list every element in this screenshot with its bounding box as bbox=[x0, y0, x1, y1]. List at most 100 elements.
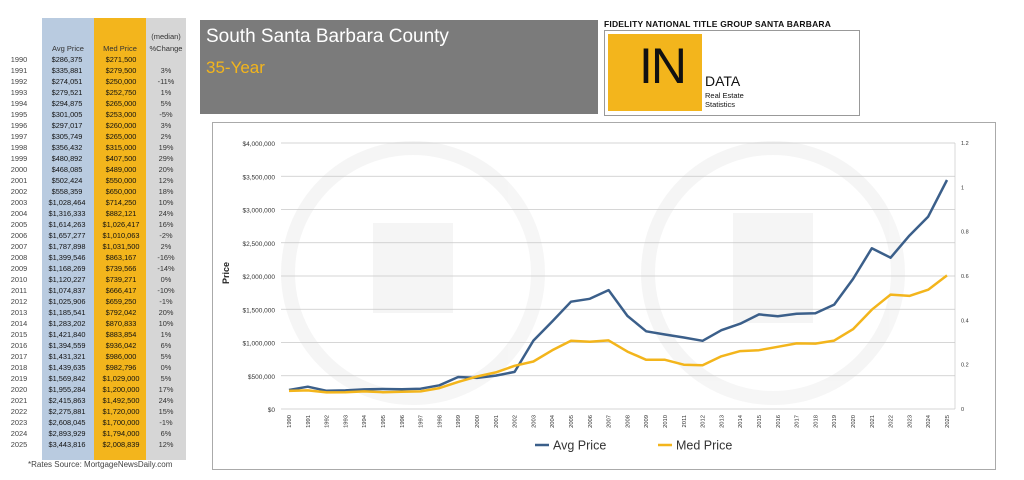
table-row: 2018 $1,439,635 $982,796 0% bbox=[4, 362, 186, 373]
cell-avg: $1,316,333 bbox=[48, 209, 86, 218]
y2-tick-label: 0.8 bbox=[961, 230, 969, 236]
cell-chg: 20% bbox=[158, 308, 174, 317]
cell-year: 2008 bbox=[10, 253, 28, 262]
table-row: 1997 $305,749 $265,000 2% bbox=[4, 131, 186, 142]
cell-avg: $1,185,541 bbox=[48, 308, 86, 317]
x-tick-label: 2016 bbox=[776, 415, 782, 428]
cell-med: $407,500 bbox=[105, 154, 137, 163]
cell-med: $489,000 bbox=[105, 165, 137, 174]
x-tick-label: 1992 bbox=[325, 415, 331, 428]
cell-avg: $502,424 bbox=[51, 176, 83, 185]
cell-chg: -11% bbox=[157, 77, 175, 86]
cell-avg: $2,415,863 bbox=[48, 396, 86, 405]
table-row: 2016 $1,394,559 $936,042 6% bbox=[4, 340, 186, 351]
cell-chg: 15% bbox=[158, 407, 174, 416]
cell-med: $870,833 bbox=[105, 319, 137, 328]
cell-med: $265,000 bbox=[105, 132, 137, 141]
y-tick-label: $500,000 bbox=[248, 374, 275, 381]
x-tick-label: 2017 bbox=[795, 415, 801, 428]
cell-med: $986,000 bbox=[105, 352, 137, 361]
table-row: 1991 $335,881 $279,500 3% bbox=[4, 65, 186, 76]
cell-chg: 3% bbox=[160, 66, 172, 75]
table-row: 2015 $1,421,840 $883,854 1% bbox=[4, 329, 186, 340]
cell-year: 1990 bbox=[10, 55, 28, 64]
header-avg: Avg Price bbox=[52, 44, 84, 53]
table-row: 2020 $1,955,284 $1,200,000 17% bbox=[4, 384, 186, 395]
x-tick-label: 2018 bbox=[813, 415, 819, 428]
logo-sub2: Statistics bbox=[705, 100, 736, 109]
cell-avg: $356,432 bbox=[51, 143, 83, 152]
cell-med: $792,042 bbox=[105, 308, 137, 317]
cell-chg: -5% bbox=[159, 110, 173, 119]
cell-med: $1,720,000 bbox=[102, 407, 140, 416]
cell-year: 1994 bbox=[10, 99, 28, 108]
table-row: 2019 $1,569,842 $1,029,000 5% bbox=[4, 373, 186, 384]
line-chart-svg: $0 $500,000 $1,000,000 $1,500,000 $2,000,000… bbox=[221, 141, 969, 453]
cell-avg: $1,120,227 bbox=[48, 275, 86, 284]
cell-chg: -14% bbox=[157, 264, 175, 273]
x-tick-label: 1998 bbox=[437, 415, 443, 428]
cell-chg: -2% bbox=[159, 231, 173, 240]
cell-avg: $1,074,837 bbox=[48, 286, 86, 295]
table-header: Avg Price Med Price (median) %Change bbox=[4, 18, 186, 58]
cell-year: 1992 bbox=[10, 77, 28, 86]
cell-chg: 0% bbox=[160, 363, 172, 372]
logo-square bbox=[608, 34, 702, 111]
cell-med: $666,417 bbox=[105, 286, 137, 295]
cell-year: 2007 bbox=[10, 242, 28, 251]
cell-avg: $301,005 bbox=[51, 110, 83, 119]
cell-avg: $2,275,881 bbox=[48, 407, 86, 416]
cell-year: 1997 bbox=[10, 132, 28, 141]
table-row: 2022 $2,275,881 $1,720,000 15% bbox=[4, 406, 186, 417]
cell-chg: 6% bbox=[160, 429, 172, 438]
x-tick-label: 2015 bbox=[757, 415, 763, 428]
x-tick-label: 1996 bbox=[400, 415, 406, 428]
y2-tick-label: 0.6 bbox=[961, 274, 969, 280]
cell-med: $315,000 bbox=[105, 143, 137, 152]
x-tick-label: 1994 bbox=[362, 414, 368, 428]
table-row: 1998 $356,432 $315,000 19% bbox=[4, 142, 186, 153]
cell-year: 2025 bbox=[10, 440, 28, 449]
cell-chg: 2% bbox=[160, 242, 172, 251]
chart-legend: Avg Price Med Price bbox=[535, 439, 732, 453]
table-row: 2006 $1,657,277 $1,010,063 -2% bbox=[4, 230, 186, 241]
cell-avg: $279,521 bbox=[51, 88, 83, 97]
cell-avg: $274,051 bbox=[51, 77, 83, 86]
cell-year: 2023 bbox=[10, 418, 28, 427]
cell-avg: $297,017 bbox=[51, 121, 83, 130]
x-tick-label: 2007 bbox=[607, 415, 613, 428]
cell-year: 2017 bbox=[10, 352, 28, 361]
table-row: 2025 $3,443,816 $2,008,839 12% bbox=[4, 439, 186, 450]
cell-avg: $2,893,929 bbox=[48, 429, 86, 438]
cell-med: $714,250 bbox=[105, 198, 137, 207]
cell-avg: $286,375 bbox=[51, 55, 83, 64]
cell-med: $265,000 bbox=[105, 99, 137, 108]
x-tick-label: 1999 bbox=[456, 415, 462, 428]
cell-chg: 24% bbox=[158, 209, 174, 218]
cell-year: 1993 bbox=[10, 88, 28, 97]
x-tick-label: 1993 bbox=[343, 415, 349, 428]
cell-year: 2011 bbox=[11, 286, 27, 295]
cell-med: $1,029,000 bbox=[102, 374, 140, 383]
indata-logo: IN DATA Real Estate Statistics bbox=[604, 30, 860, 116]
cell-chg: 16% bbox=[158, 220, 174, 229]
x-tick-label: 2013 bbox=[719, 415, 725, 428]
cell-avg: $1,431,321 bbox=[48, 352, 86, 361]
cell-chg: 18% bbox=[158, 187, 174, 196]
cell-avg: $1,028,464 bbox=[48, 198, 86, 207]
y-tick-label: $3,500,000 bbox=[242, 174, 275, 181]
cell-chg: 24% bbox=[158, 396, 174, 405]
cell-chg: -16% bbox=[157, 253, 175, 262]
cell-chg: 17% bbox=[158, 385, 174, 394]
header-chg-top: (median) bbox=[151, 32, 181, 41]
x-tick-label: 2010 bbox=[663, 415, 669, 428]
y2-tick-label: 0.4 bbox=[961, 318, 969, 324]
logo-data-text: DATA bbox=[705, 73, 741, 89]
legend-label: Med Price bbox=[676, 439, 732, 453]
cell-avg: $335,881 bbox=[51, 66, 83, 75]
cell-med: $1,492,500 bbox=[102, 396, 140, 405]
cell-chg: -1% bbox=[159, 297, 173, 306]
table-row: 2023 $2,608,045 $1,700,000 -1% bbox=[4, 417, 186, 428]
x-tick-label: 2000 bbox=[475, 415, 481, 428]
x-tick-label: 2014 bbox=[738, 414, 744, 428]
